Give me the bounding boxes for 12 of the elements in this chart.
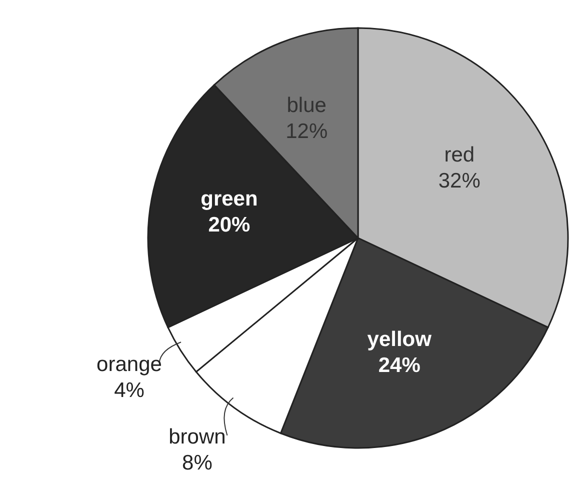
slice-label: yellow	[367, 328, 432, 352]
slice-label: brown	[168, 425, 226, 448]
slice-label: green	[200, 187, 258, 210]
slice-label: blue	[286, 94, 326, 117]
data-label: 12%	[286, 120, 328, 143]
data-label: 8%	[182, 451, 212, 474]
data-label: 24%	[378, 354, 421, 378]
data-label: 20%	[208, 213, 251, 236]
data-label: 32%	[438, 169, 480, 192]
data-label: 4%	[114, 378, 144, 402]
slice-label: red	[444, 143, 475, 166]
slice-label: orange	[96, 352, 162, 376]
